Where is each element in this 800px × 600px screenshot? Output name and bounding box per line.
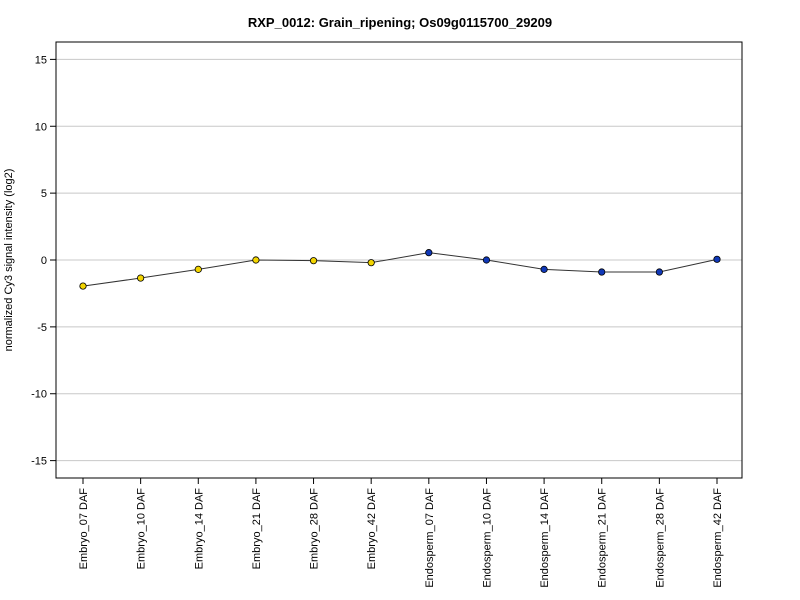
data-point [309, 257, 318, 265]
y-axis: -15 -10 -5 0 5 10 15 [31, 54, 56, 468]
x-tick-label: Embryo_42 DAF [366, 488, 378, 570]
gridlines [56, 58, 742, 462]
x-tick-label: Embryo_28 DAF [309, 488, 321, 570]
chart-title: RXP_0012: Grain_ripening; Os09g0115700_2… [248, 15, 552, 30]
x-tick-label: Endosperm_42 DAF [712, 488, 724, 588]
x-tick-label: Endosperm_07 DAF [424, 488, 436, 588]
x-tick-label: Embryo_14 DAF [193, 488, 205, 570]
data-point [79, 282, 87, 290]
data-point [194, 265, 202, 273]
y-axis-label: normalized Cy3 signal intensity (log2) [3, 169, 15, 352]
data-point [252, 256, 260, 264]
x-tick-label: Embryo_10 DAF [136, 488, 148, 570]
series [79, 249, 721, 290]
y-tick-label: 10 [35, 121, 47, 133]
data-point [137, 274, 145, 282]
data-point [540, 265, 548, 273]
x-tick-label: Endosperm_28 DAF [654, 488, 666, 588]
x-axis: Embryo_07 DAF Embryo_10 DAF Embryo_14 DAF E… [78, 478, 724, 588]
x-tick-label: Endosperm_21 DAF [597, 488, 609, 588]
data-point [655, 268, 663, 276]
data-point [598, 268, 606, 276]
y-tick-label: -5 [37, 322, 47, 334]
x-tick-label: Embryo_21 DAF [251, 488, 263, 570]
y-tick-label: 15 [35, 54, 47, 66]
data-point [425, 249, 433, 257]
data-point [367, 259, 375, 267]
series-line [82, 252, 718, 287]
y-tick-label: 5 [41, 188, 47, 200]
x-tick-label: Endosperm_10 DAF [481, 488, 493, 588]
y-tick-label: -15 [31, 456, 47, 468]
y-tick-label: -10 [31, 389, 47, 401]
y-tick-label: 0 [41, 255, 47, 267]
x-tick-label: Endosperm_14 DAF [539, 488, 551, 588]
x-tick-label: Embryo_07 DAF [78, 488, 90, 570]
data-point [713, 255, 721, 263]
data-point [482, 256, 491, 264]
